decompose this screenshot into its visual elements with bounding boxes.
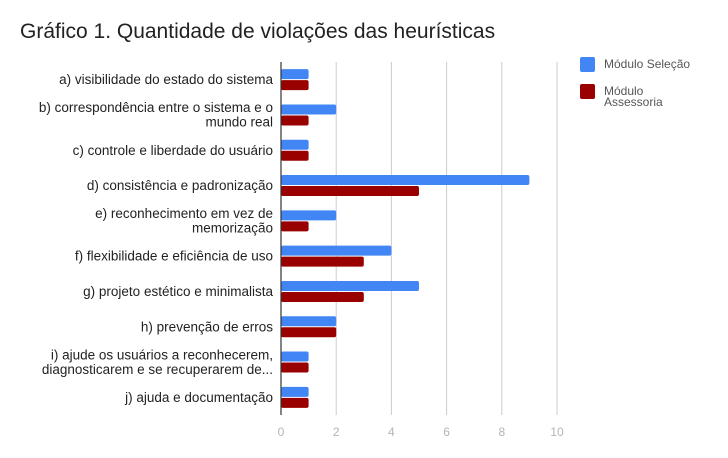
labels-layer: a) visibilidade do estado do sistema b) c… <box>39 72 274 405</box>
bar <box>281 245 392 256</box>
category-label: a) visibilidade do estado do sistema <box>59 72 273 87</box>
axis-layer: 0 2 4 6 8 10 <box>278 62 564 439</box>
category-label: b) correspondência entre o sistema e o <box>39 100 273 115</box>
legend-label: Assessoria <box>604 95 663 109</box>
bar <box>281 150 309 161</box>
category-label: memorização <box>192 221 273 236</box>
x-tick-label: 8 <box>498 425 505 439</box>
bar <box>281 256 364 267</box>
bar <box>281 386 309 397</box>
bar <box>281 316 337 327</box>
bar <box>281 362 309 373</box>
legend-label: Módulo Seleção <box>604 57 690 71</box>
bar <box>281 351 309 362</box>
bar <box>281 327 337 338</box>
x-tick-label: 2 <box>333 425 340 439</box>
x-tick-label: 4 <box>388 425 395 439</box>
category-label: d) consistência e padronização <box>87 178 273 193</box>
category-label: mundo real <box>205 115 273 130</box>
category-label: f) flexibilidade e eficiência de uso <box>75 249 273 264</box>
bar <box>281 210 337 221</box>
category-label: i) ajude os usuários a reconhecerem, <box>51 347 273 362</box>
bar <box>281 115 309 126</box>
chart-title: Gráfico 1. Quantidade de violações das h… <box>20 20 495 43</box>
category-label: j) ajuda e documentação <box>124 390 273 405</box>
bar <box>281 104 337 115</box>
legend-label: Módulo <box>604 84 644 98</box>
legend-swatch <box>580 57 595 72</box>
bar <box>281 139 309 150</box>
category-label: g) projeto estético e minimalista <box>83 284 273 299</box>
x-tick-label: 10 <box>550 425 564 439</box>
bars-layer <box>281 69 530 408</box>
category-label: h) prevenção de erros <box>141 319 273 334</box>
bar <box>281 69 309 80</box>
category-label: c) controle e liberdade do usuário <box>73 143 273 158</box>
bar <box>281 280 419 291</box>
category-label: diagnosticarem e se recuperarem de... <box>42 362 273 377</box>
bar <box>281 186 419 197</box>
bar <box>281 175 530 186</box>
x-tick-label: 0 <box>278 425 285 439</box>
bar <box>281 80 309 91</box>
bar <box>281 291 364 302</box>
legend-swatch <box>580 84 595 99</box>
grid-layer <box>335 62 558 415</box>
x-tick-label: 6 <box>443 425 450 439</box>
bar <box>281 397 309 408</box>
category-label: e) reconhecimento em vez de <box>95 206 273 221</box>
bar <box>281 221 309 232</box>
